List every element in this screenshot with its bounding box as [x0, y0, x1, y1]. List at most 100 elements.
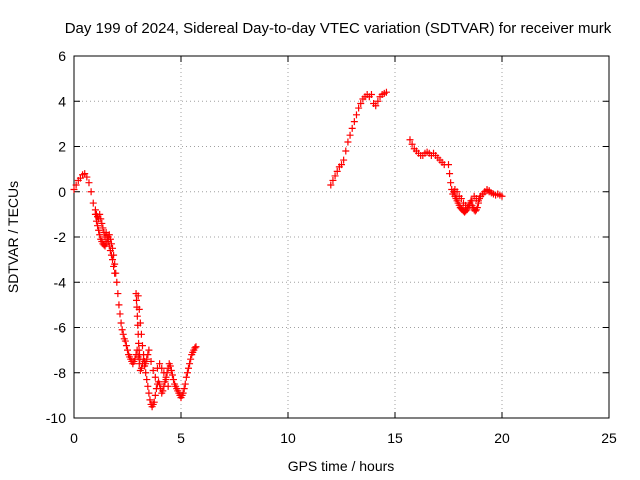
data-point — [89, 199, 97, 207]
data-point — [180, 385, 188, 393]
y-tick-label: 6 — [58, 48, 66, 64]
data-point — [167, 366, 175, 374]
data-point — [184, 364, 192, 372]
data-point — [95, 226, 103, 234]
data-point — [134, 321, 142, 329]
data-point — [333, 167, 341, 175]
data-point — [192, 343, 200, 351]
data-point — [103, 233, 111, 241]
data-point — [102, 228, 110, 236]
data-point — [136, 355, 144, 363]
data-point — [151, 391, 159, 399]
data-point — [170, 376, 178, 384]
y-tick-label: 4 — [58, 93, 66, 109]
data-point — [446, 170, 454, 178]
x-axis-label: GPS time / hours — [288, 458, 395, 474]
data-point — [132, 290, 140, 298]
series-segment-2 — [327, 88, 390, 189]
data-point — [133, 303, 141, 311]
data-point — [117, 319, 125, 327]
y-tick-label: -4 — [54, 274, 67, 290]
data-point — [134, 330, 142, 338]
data-point — [113, 278, 121, 286]
plot-frame — [73, 55, 610, 419]
data-point — [151, 373, 159, 381]
data-point — [119, 330, 127, 338]
data-point — [115, 301, 123, 309]
data-point — [168, 371, 176, 379]
data-point — [357, 100, 365, 108]
data-point — [187, 355, 195, 363]
data-point — [468, 197, 476, 205]
data-point — [474, 197, 482, 205]
series-segment-1 — [70, 170, 200, 411]
data-point — [107, 251, 115, 259]
data-points — [70, 88, 506, 411]
x-tick-label: 0 — [70, 430, 78, 446]
data-point — [124, 346, 131, 354]
y-tick-label: -10 — [46, 410, 66, 426]
series-segment-3 — [406, 136, 506, 216]
x-tick-label: 25 — [601, 430, 617, 446]
data-point — [158, 364, 166, 372]
data-point — [331, 172, 339, 180]
data-point — [144, 351, 152, 359]
data-point — [382, 88, 390, 96]
data-point — [348, 124, 356, 132]
data-point — [355, 104, 363, 112]
data-point — [85, 179, 93, 187]
data-point — [179, 389, 187, 397]
data-point — [135, 339, 143, 347]
grid-lines — [74, 56, 609, 418]
data-point — [98, 219, 106, 227]
x-tick-label: 10 — [280, 430, 296, 446]
data-point — [87, 188, 95, 196]
data-point — [150, 398, 158, 406]
data-point — [191, 344, 199, 352]
y-tick-label: 2 — [58, 139, 66, 155]
y-tick-label: -6 — [54, 320, 67, 336]
axis-ticks: 0 5 10 15 20 25 -10 -8 -6 -4 -2 0 2 4 6 — [46, 48, 617, 446]
data-point — [156, 380, 164, 388]
data-point — [498, 192, 506, 200]
data-point — [372, 102, 380, 110]
data-point — [162, 376, 170, 384]
data-point — [133, 312, 141, 320]
data-point — [116, 310, 124, 318]
data-point — [111, 269, 119, 277]
data-point — [183, 369, 191, 377]
data-point — [166, 362, 174, 370]
data-point — [91, 206, 99, 214]
data-point — [104, 238, 112, 246]
data-point — [406, 136, 414, 144]
data-point — [182, 373, 190, 381]
data-point — [105, 242, 113, 250]
data-point — [346, 131, 354, 139]
data-point — [338, 161, 345, 169]
data-point — [352, 111, 360, 119]
data-point — [344, 138, 352, 146]
data-point — [374, 97, 382, 105]
data-point — [149, 366, 157, 374]
data-point — [106, 247, 114, 255]
data-point — [367, 90, 375, 98]
data-point — [164, 382, 172, 390]
data-point — [96, 210, 104, 218]
data-point — [143, 355, 151, 363]
data-point — [145, 389, 153, 397]
data-point — [453, 188, 461, 196]
x-tick-label: 5 — [177, 430, 185, 446]
data-point — [94, 222, 102, 230]
data-point — [83, 173, 91, 181]
data-point — [143, 376, 151, 384]
data-point — [327, 181, 335, 189]
data-point — [457, 195, 465, 203]
data-point — [466, 201, 474, 209]
data-point — [145, 346, 153, 354]
y-tick-label: -8 — [54, 365, 67, 381]
data-point — [97, 215, 105, 223]
data-point — [121, 337, 129, 345]
data-point — [447, 179, 455, 187]
data-point — [99, 224, 107, 232]
data-point — [144, 382, 152, 390]
